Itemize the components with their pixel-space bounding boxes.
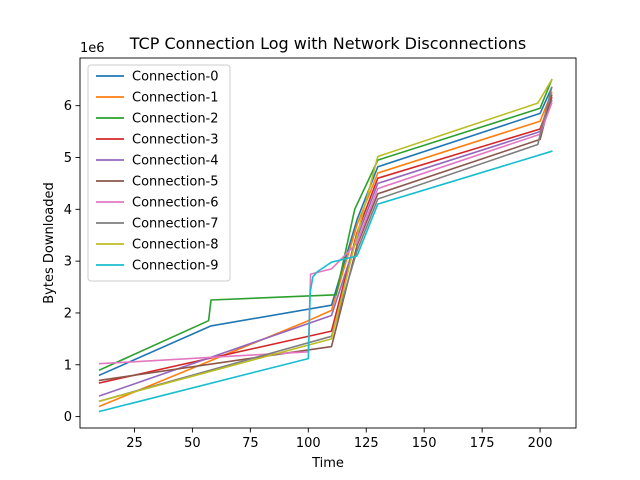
series-line-connection-7 [98, 86, 553, 403]
legend-label: Connection-7 [132, 217, 219, 232]
x-tick-label: 25 [126, 436, 143, 451]
legend-label: Connection-6 [132, 196, 219, 211]
legend-box [87, 64, 231, 282]
x-tick-label: 175 [470, 436, 495, 451]
legend-label: Connection-5 [132, 175, 219, 190]
series-line-connection-0 [98, 86, 553, 377]
x-tick-label: 50 [184, 436, 201, 451]
series-line-connection-9 [98, 150, 553, 413]
legend-label: Connection-0 [132, 70, 219, 85]
y-tick-label: 0 [64, 410, 72, 425]
x-axis-label: Time [311, 456, 344, 471]
y-tick-label: 5 [64, 151, 72, 166]
legend-label: Connection-4 [132, 154, 219, 169]
series-layer [98, 78, 553, 413]
axes-layer: 25 50 75 100 125 150 175 200 0 1 2 3 4 5 6 [64, 57, 577, 451]
series-line-connection-2 [98, 78, 553, 372]
x-tick-label: 75 [242, 436, 259, 451]
y-axis-offset-text: 1e6 [80, 41, 105, 56]
x-tick-label: 125 [354, 436, 379, 451]
axes-frame [79, 57, 577, 429]
legend: Connection-0 Connection-1 Connection-2 Conn… [87, 64, 231, 282]
y-axis-label: Bytes Downloaded [42, 182, 57, 303]
x-tick-label: 100 [296, 436, 321, 451]
y-tick-label: 6 [64, 99, 72, 114]
y-tick-label: 3 [64, 255, 72, 270]
legend-label: Connection-9 [132, 259, 219, 274]
x-tick-label: 150 [412, 436, 437, 451]
y-tick-label: 1 [64, 358, 72, 373]
series-line-connection-8 [98, 78, 553, 403]
series-line-connection-1 [98, 91, 553, 408]
chart-title: TCP Connection Log with Network Disconne… [129, 34, 527, 53]
legend-label: Connection-3 [132, 133, 219, 148]
legend-label: Connection-2 [132, 112, 219, 127]
y-tick-label: 4 [64, 203, 72, 218]
y-tick-label: 2 [64, 306, 72, 321]
legend-label: Connection-8 [132, 238, 219, 253]
legend-label: Connection-1 [132, 91, 219, 106]
x-tick-label: 200 [528, 436, 553, 451]
